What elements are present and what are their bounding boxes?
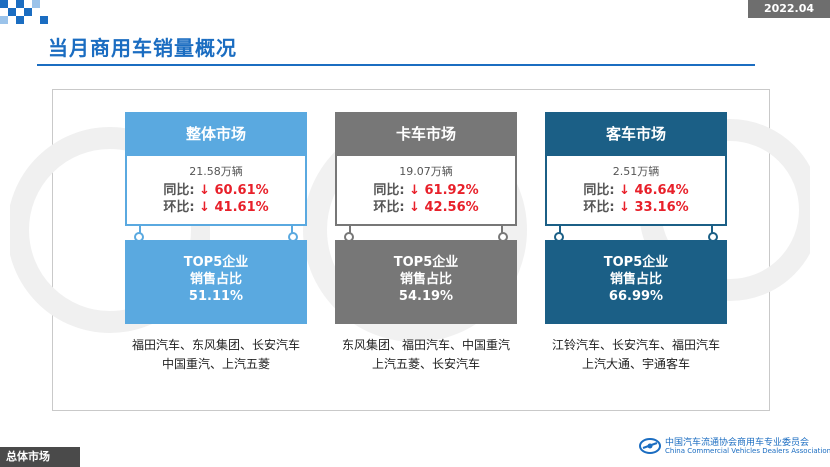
top5-box: TOP5企业 销售占比 51.11% <box>125 240 307 324</box>
org-logo: 中国汽车流通协会商用车专业委员会 China Commercial Vehicl… <box>639 435 830 457</box>
top5-brands: 江铃汽车、长安汽车、福田汽车 上汽大通、宇通客车 <box>545 336 727 374</box>
brands-line: 江铃汽车、长安汽车、福田汽车 <box>551 338 720 352</box>
top5-label: TOP5企业 <box>393 255 459 270</box>
column-header: 卡车市场 <box>335 112 517 156</box>
mom-value: 33.16% <box>634 200 689 215</box>
top5-box: TOP5企业 销售占比 54.19% <box>335 240 517 324</box>
market-column-bus: 客车市场 2.51万辆 同比: ↓ 46.64% 环比: ↓ 33.16% TO… <box>545 112 727 374</box>
org-name-en: China Commercial Vehicles Dealers Associ… <box>665 447 830 455</box>
top5-label: TOP5企业 <box>183 255 249 270</box>
total-sales: 21.58万辆 <box>189 165 243 178</box>
hinge-connector <box>335 226 517 242</box>
ccvda-logo-icon <box>639 438 661 454</box>
yoy-row: 同比: ↓ 61.92% <box>337 182 515 199</box>
brands-line: 东风集团、福田汽车、中国重汽 <box>341 338 510 352</box>
column-stats: 2.51万辆 同比: ↓ 46.64% 环比: ↓ 33.16% <box>545 156 727 226</box>
top5-sublabel: 销售占比 <box>399 272 452 287</box>
hinge-connector <box>125 226 307 242</box>
column-header: 整体市场 <box>125 112 307 156</box>
market-column-overall: 整体市场 21.58万辆 同比: ↓ 60.61% 环比: ↓ 41.61% T… <box>125 112 307 374</box>
mom-row: 环比: ↓ 41.61% <box>127 199 305 216</box>
top5-sublabel: 销售占比 <box>609 272 662 287</box>
yoy-value: 60.61% <box>214 183 269 198</box>
page-title: 当月商用车销量概况 <box>48 36 237 60</box>
top5-box: TOP5企业 销售占比 66.99% <box>545 240 727 324</box>
title-underline <box>37 64 755 66</box>
org-name-cn: 中国汽车流通协会商用车专业委员会 <box>665 438 810 448</box>
brands-line: 上汽五菱、长安汽车 <box>371 357 480 371</box>
mom-label: 环比: <box>373 200 405 215</box>
section-tag: 总体市场 <box>0 447 80 467</box>
down-arrow-icon: ↓ <box>409 183 420 198</box>
hinge-connector <box>545 226 727 242</box>
top5-label: TOP5企业 <box>603 255 669 270</box>
column-stats: 19.07万辆 同比: ↓ 61.92% 环比: ↓ 42.56% <box>335 156 517 226</box>
yoy-value: 46.64% <box>634 183 689 198</box>
yoy-row: 同比: ↓ 60.61% <box>127 182 305 199</box>
top5-share-value: 54.19% <box>398 289 454 304</box>
mom-label: 环比: <box>583 200 615 215</box>
mom-row: 环比: ↓ 42.56% <box>337 199 515 216</box>
down-arrow-icon: ↓ <box>619 200 630 215</box>
market-column-truck: 卡车市场 19.07万辆 同比: ↓ 61.92% 环比: ↓ 42.56% T… <box>335 112 517 374</box>
down-arrow-icon: ↓ <box>199 200 210 215</box>
yoy-label: 同比: <box>583 183 615 198</box>
total-sales: 2.51万辆 <box>612 165 660 178</box>
yoy-row: 同比: ↓ 46.64% <box>547 182 725 199</box>
top5-share-value: 66.99% <box>608 289 664 304</box>
column-stats: 21.58万辆 同比: ↓ 60.61% 环比: ↓ 41.61% <box>125 156 307 226</box>
top5-brands: 福田汽车、东风集团、长安汽车 中国重汽、上汽五菱 <box>125 336 307 374</box>
mom-label: 环比: <box>163 200 195 215</box>
column-header: 客车市场 <box>545 112 727 156</box>
checker-decoration <box>0 0 48 24</box>
brands-line: 上汽大通、宇通客车 <box>581 357 690 371</box>
top5-sublabel: 销售占比 <box>189 272 242 287</box>
down-arrow-icon: ↓ <box>619 183 630 198</box>
mom-value: 42.56% <box>424 200 479 215</box>
yoy-label: 同比: <box>373 183 405 198</box>
down-arrow-icon: ↓ <box>199 183 210 198</box>
top5-share-value: 51.11% <box>188 289 244 304</box>
total-sales: 19.07万辆 <box>399 165 453 178</box>
brands-line: 中国重汽、上汽五菱 <box>161 357 270 371</box>
date-badge: 2022.04 <box>748 0 830 18</box>
mom-value: 41.61% <box>214 200 269 215</box>
down-arrow-icon: ↓ <box>409 200 420 215</box>
yoy-value: 61.92% <box>424 183 479 198</box>
brands-line: 福田汽车、东风集团、长安汽车 <box>131 338 300 352</box>
top5-brands: 东风集团、福田汽车、中国重汽 上汽五菱、长安汽车 <box>335 336 517 374</box>
yoy-label: 同比: <box>163 183 195 198</box>
mom-row: 环比: ↓ 33.16% <box>547 199 725 216</box>
